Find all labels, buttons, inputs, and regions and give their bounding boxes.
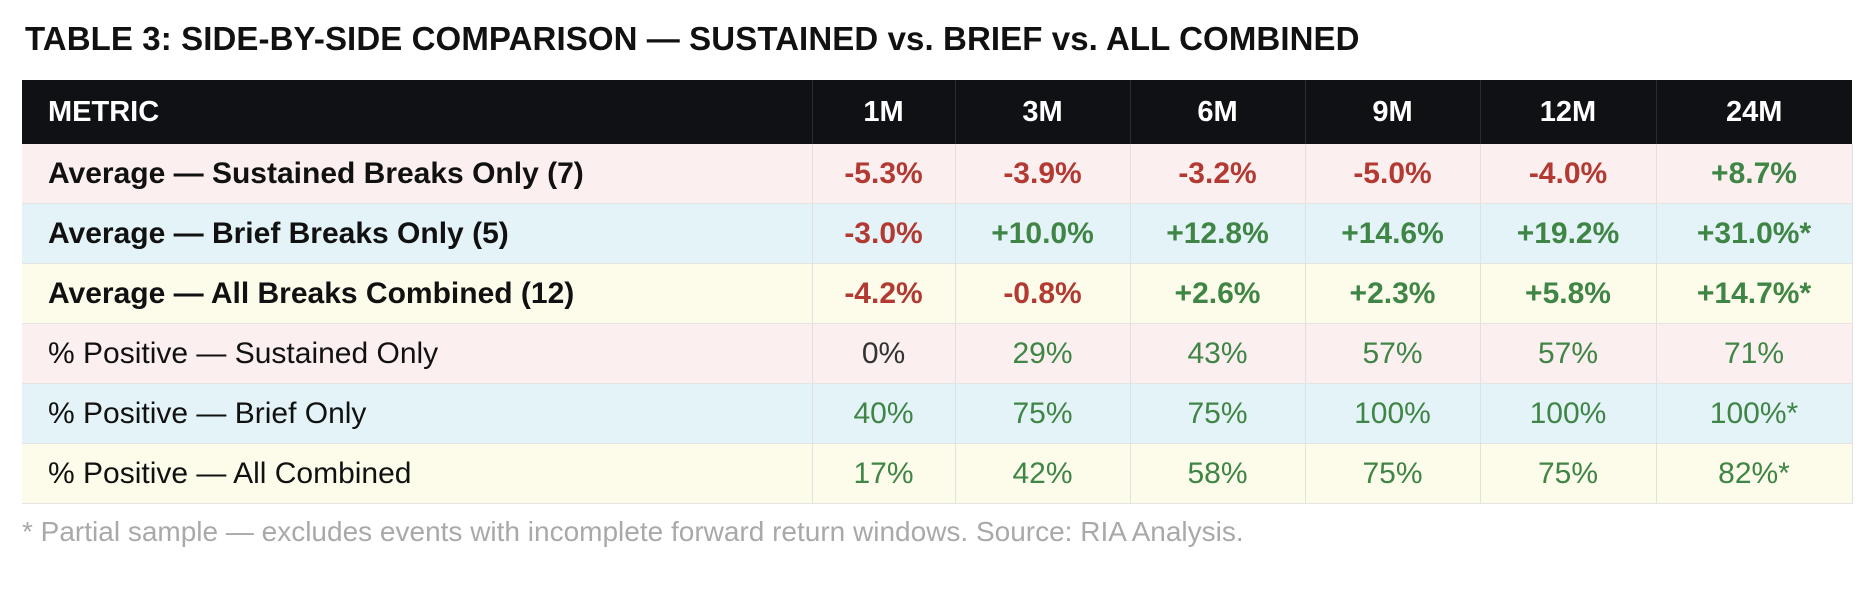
value-cell: 100% [1480, 383, 1657, 444]
value-cell: +12.8% [1130, 203, 1306, 264]
value-cell: 75% [1130, 383, 1306, 444]
value-cell: +5.8% [1480, 263, 1657, 324]
metric-label: Average — Brief Breaks Only (5) [22, 203, 813, 264]
value-cell: 100%* [1656, 383, 1853, 444]
value-cell: +8.7% [1656, 144, 1853, 204]
value-cell: 29% [955, 323, 1131, 384]
value-cell: +2.6% [1130, 263, 1306, 324]
value-cell: +31.0%* [1656, 203, 1853, 264]
value-cell: +10.0% [955, 203, 1131, 264]
value-cell: 40% [812, 383, 956, 444]
value-cell: 75% [1480, 443, 1657, 504]
table-title: TABLE 3: SIDE-BY-SIDE COMPARISON — SUSTA… [25, 20, 1360, 57]
value-cell: -5.3% [812, 144, 956, 204]
metric-label: Average — All Breaks Combined (12) [22, 263, 813, 324]
column-header-9m: 9M [1305, 80, 1481, 144]
metric-label: % Positive — Sustained Only [22, 323, 813, 384]
footnote: * Partial sample — excludes events with … [22, 516, 1244, 547]
value-cell: -3.9% [955, 144, 1131, 204]
value-cell: 0% [812, 323, 956, 384]
value-cell: -3.0% [812, 203, 956, 264]
value-cell: 75% [955, 383, 1131, 444]
column-header-3m: 3M [955, 80, 1131, 144]
comparison-table: METRIC 1M 3M 6M 9M 12M 24M Average — Sus… [22, 80, 1853, 504]
metric-label: Average — Sustained Breaks Only (7) [22, 144, 813, 204]
value-cell: 17% [812, 443, 956, 504]
value-cell: +14.6% [1305, 203, 1481, 264]
table-row: % Positive — All Combined 17% 42% 58% 75… [22, 443, 1853, 504]
column-header-12m: 12M [1480, 80, 1657, 144]
value-cell: 71% [1656, 323, 1853, 384]
value-cell: 75% [1305, 443, 1481, 504]
metric-label: % Positive — All Combined [22, 443, 813, 504]
table-row: Average — Brief Breaks Only (5) -3.0% +1… [22, 203, 1853, 264]
table-row: % Positive — Brief Only 40% 75% 75% 100%… [22, 383, 1853, 444]
metric-label: % Positive — Brief Only [22, 383, 813, 444]
value-cell: -0.8% [955, 263, 1131, 324]
value-cell: -4.2% [812, 263, 956, 324]
value-cell: -4.0% [1480, 144, 1657, 204]
table-row: % Positive — Sustained Only 0% 29% 43% 5… [22, 323, 1853, 384]
value-cell: +2.3% [1305, 263, 1481, 324]
value-cell: 100% [1305, 383, 1481, 444]
value-cell: +19.2% [1480, 203, 1657, 264]
column-header-1m: 1M [812, 80, 956, 144]
table-row: Average — All Breaks Combined (12) -4.2%… [22, 263, 1853, 324]
value-cell: 43% [1130, 323, 1306, 384]
value-cell: 57% [1305, 323, 1481, 384]
value-cell: -3.2% [1130, 144, 1306, 204]
column-header-metric: METRIC [22, 80, 813, 144]
value-cell: -5.0% [1305, 144, 1481, 204]
value-cell: 82%* [1656, 443, 1853, 504]
value-cell: 42% [955, 443, 1131, 504]
value-cell: 57% [1480, 323, 1657, 384]
table-row: Average — Sustained Breaks Only (7) -5.3… [22, 144, 1853, 204]
column-header-24m: 24M [1656, 80, 1852, 144]
table-header-row: METRIC 1M 3M 6M 9M 12M 24M [22, 80, 1852, 144]
value-cell: 58% [1130, 443, 1306, 504]
value-cell: +14.7%* [1656, 263, 1853, 324]
column-header-6m: 6M [1130, 80, 1306, 144]
